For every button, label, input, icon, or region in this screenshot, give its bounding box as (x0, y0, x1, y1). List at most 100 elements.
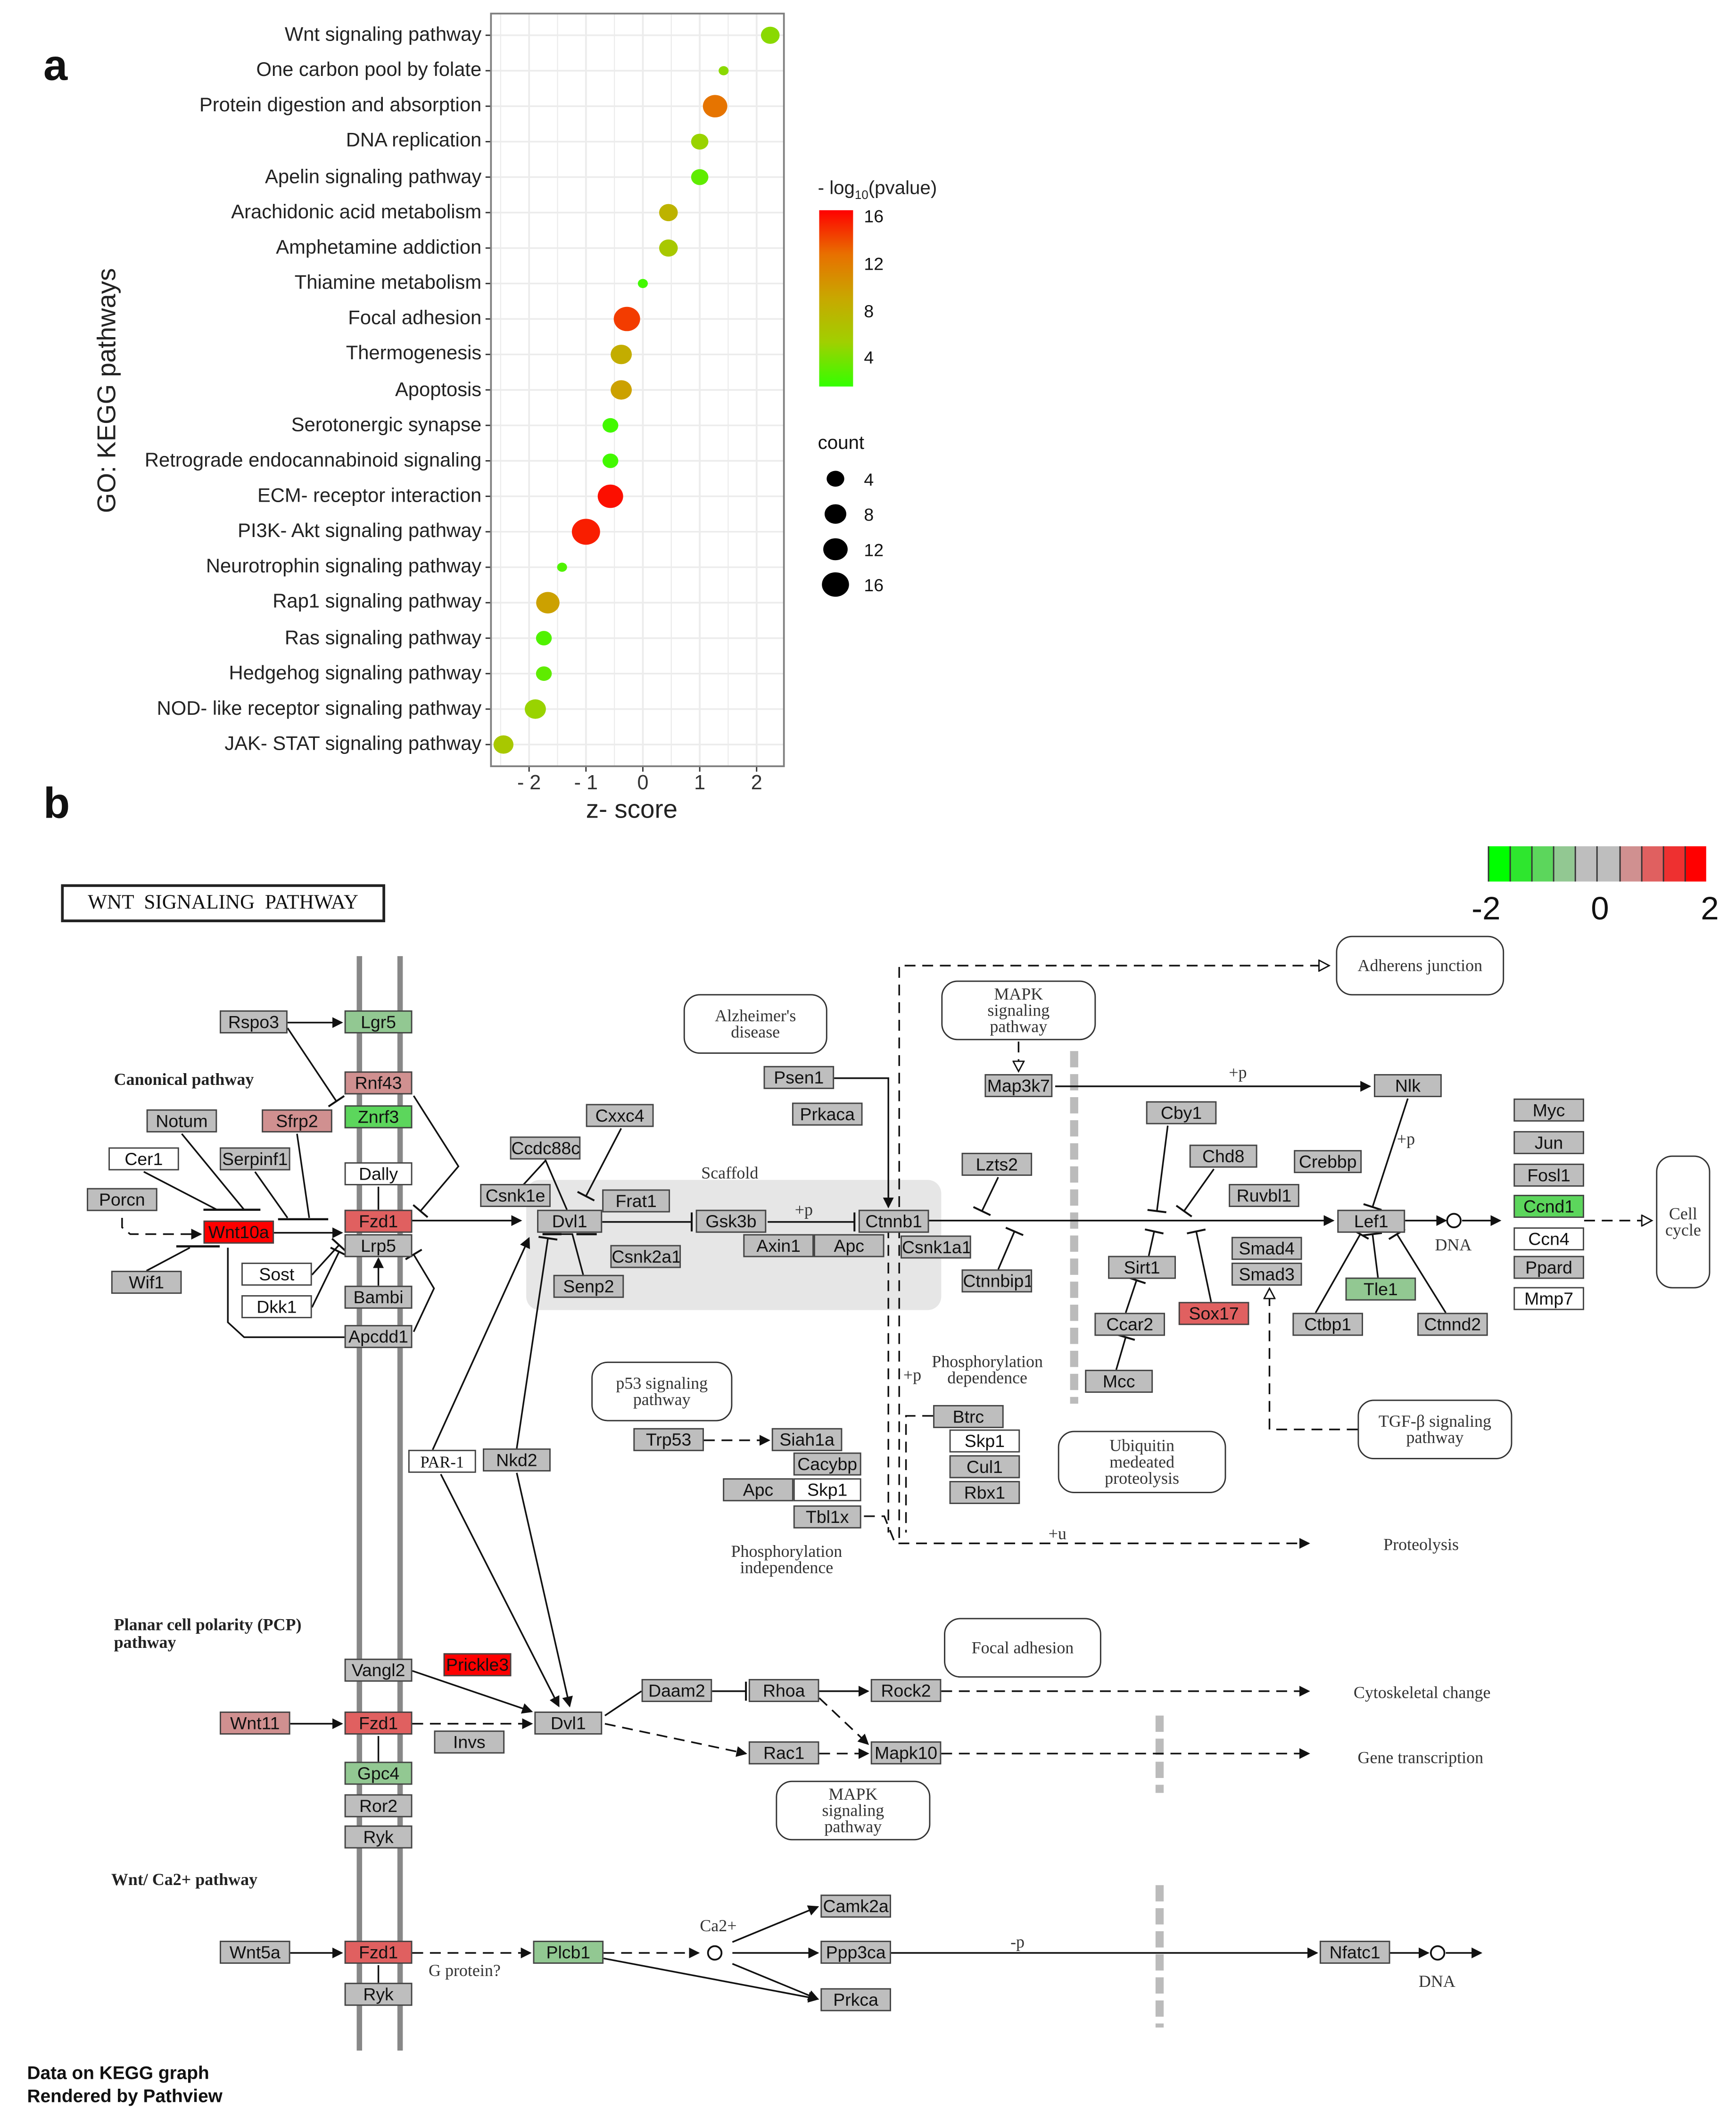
gene-node-dvl1[interactable]: Dvl1 (537, 1209, 603, 1233)
gene-node-prkca[interactable]: Prkca (820, 1988, 891, 2011)
gene-node-ccn4[interactable]: Ccn4 (1513, 1227, 1584, 1251)
gene-node-rac1[interactable]: Rac1 (748, 1741, 819, 1765)
gene-node-cby1[interactable]: Cby1 (1146, 1101, 1217, 1125)
gene-node-lgr5[interactable]: Lgr5 (344, 1010, 413, 1034)
gene-node-map3k7[interactable]: Map3k7 (984, 1074, 1053, 1098)
gene-node-sost[interactable]: Sost (241, 1262, 312, 1286)
gene-node-sfrp2[interactable]: Sfrp2 (262, 1109, 332, 1133)
linked-pathway-tgf-signaling-pathway[interactable]: TGF-β signaling pathway (1357, 1399, 1513, 1460)
gene-node-wnt10a[interactable]: Wnt10a (203, 1220, 274, 1244)
gene-node-cer1[interactable]: Cer1 (108, 1147, 179, 1171)
gene-node-wnt11[interactable]: Wnt11 (220, 1712, 290, 1735)
gene-node-rbx1[interactable]: Rbx1 (949, 1481, 1020, 1504)
gene-node-vangl2[interactable]: Vangl2 (344, 1658, 413, 1682)
gene-node-rspo3[interactable]: Rspo3 (220, 1010, 288, 1034)
gene-node-mapk10[interactable]: Mapk10 (870, 1741, 942, 1765)
gene-node-frat1[interactable]: Frat1 (602, 1189, 670, 1213)
gene-node-gsk3b[interactable]: Gsk3b (695, 1209, 767, 1233)
gene-node-fzd1[interactable]: Fzd1 (344, 1712, 413, 1735)
gene-node-skp1[interactable]: Skp1 (949, 1429, 1020, 1453)
gene-node-senp2[interactable]: Senp2 (553, 1274, 624, 1298)
gene-node-apcdd1[interactable]: Apcdd1 (344, 1325, 413, 1348)
gene-node-jun[interactable]: Jun (1513, 1131, 1584, 1154)
gene-node-cacybp[interactable]: Cacybp (793, 1452, 861, 1476)
gene-node-psen1[interactable]: Psen1 (763, 1066, 835, 1089)
gene-node-ppp3ca[interactable]: Ppp3ca (820, 1941, 891, 1964)
gene-node-cul1[interactable]: Cul1 (949, 1455, 1020, 1479)
gene-node-ror2[interactable]: Ror2 (344, 1794, 413, 1818)
gene-node-lrp5[interactable]: Lrp5 (344, 1234, 413, 1257)
gene-node-fosl1[interactable]: Fosl1 (1513, 1163, 1584, 1187)
linked-pathway-ubiquitin-medeated-proteolysis[interactable]: Ubiquitin medeated proteolysis (1058, 1431, 1226, 1493)
gene-node-ryk[interactable]: Ryk (344, 1825, 413, 1849)
gene-node-plcb1[interactable]: Plcb1 (533, 1941, 604, 1964)
gene-node-rhoa[interactable]: Rhoa (748, 1679, 819, 1702)
linked-pathway-mapk-signaling-pathway[interactable]: MAPK signaling pathway (776, 1780, 931, 1841)
gene-node-prkaca[interactable]: Prkaca (792, 1102, 863, 1126)
gene-node-myc[interactable]: Myc (1513, 1098, 1584, 1122)
gene-node-serpinf1[interactable]: Serpinf1 (220, 1147, 290, 1171)
gene-node-ccnd1[interactable]: Ccnd1 (1513, 1195, 1584, 1218)
gene-node-axin1[interactable]: Axin1 (743, 1234, 814, 1257)
gene-node-ctnnbip1[interactable]: Ctnnbip1 (961, 1269, 1033, 1293)
gene-node-siah1a[interactable]: Siah1a (771, 1428, 843, 1451)
gene-node-lef1[interactable]: Lef1 (1337, 1209, 1405, 1233)
gene-node-fzd1[interactable]: Fzd1 (344, 1941, 413, 1964)
gene-node-par-1[interactable]: PAR-1 (408, 1449, 476, 1473)
gene-node-fzd1[interactable]: Fzd1 (344, 1209, 413, 1233)
gene-node-rock2[interactable]: Rock2 (870, 1679, 942, 1702)
gene-node-smad3[interactable]: Smad3 (1231, 1262, 1302, 1286)
gene-node-crebbp[interactable]: Crebbp (1294, 1150, 1362, 1174)
gene-node-dally[interactable]: Dally (344, 1162, 413, 1185)
gene-node-ryk[interactable]: Ryk (344, 1983, 413, 2006)
gene-node-gpc4[interactable]: Gpc4 (344, 1761, 413, 1785)
gene-node-ccdc88c[interactable]: Ccdc88c (510, 1136, 581, 1160)
linked-pathway-mapk-signaling-pathway[interactable]: MAPK signaling pathway (941, 980, 1096, 1041)
gene-node-trp53[interactable]: Trp53 (633, 1428, 704, 1451)
gene-node-csnk1e[interactable]: Csnk1e (480, 1184, 551, 1207)
gene-node-apc[interactable]: Apc (813, 1234, 885, 1257)
gene-node-sox17[interactable]: Sox17 (1178, 1302, 1249, 1325)
gene-node-nfatc1[interactable]: Nfatc1 (1319, 1941, 1390, 1964)
gene-node-rnf43[interactable]: Rnf43 (344, 1071, 413, 1095)
gene-node-porcn[interactable]: Porcn (87, 1188, 157, 1211)
gene-node-lzts2[interactable]: Lzts2 (961, 1152, 1033, 1176)
gene-node-mmp7[interactable]: Mmp7 (1513, 1287, 1584, 1310)
gene-node-ctnnb1[interactable]: Ctnnb1 (858, 1209, 929, 1233)
gene-node-ctnnd2[interactable]: Ctnnd2 (1417, 1313, 1488, 1336)
gene-node-ccar2[interactable]: Ccar2 (1094, 1313, 1165, 1336)
gene-node-dkk1[interactable]: Dkk1 (241, 1295, 312, 1318)
gene-node-nkd2[interactable]: Nkd2 (483, 1448, 551, 1472)
gene-node-tbl1x[interactable]: Tbl1x (793, 1505, 861, 1529)
gene-node-chd8[interactable]: Chd8 (1189, 1144, 1257, 1168)
gene-node-nlk[interactable]: Nlk (1373, 1074, 1442, 1098)
gene-node-znrf3[interactable]: Znrf3 (344, 1105, 413, 1129)
gene-node-cxxc4[interactable]: Cxxc4 (586, 1104, 654, 1127)
linked-pathway-adherens-junction[interactable]: Adherens junction (1336, 935, 1505, 996)
linked-pathway-cell-cycle[interactable]: Cell cycle (1656, 1155, 1711, 1289)
gene-node-daam2[interactable]: Daam2 (641, 1679, 712, 1702)
gene-node-bambi[interactable]: Bambi (344, 1285, 413, 1309)
gene-node-tle1[interactable]: Tle1 (1345, 1277, 1416, 1301)
gene-node-ppard[interactable]: Ppard (1513, 1256, 1584, 1279)
gene-node-smad4[interactable]: Smad4 (1231, 1237, 1302, 1260)
gene-node-prickle3[interactable]: Prickle3 (443, 1653, 512, 1677)
linked-pathway-focal-adhesion[interactable]: Focal adhesion (944, 1618, 1101, 1678)
gene-node-ruvbl1[interactable]: Ruvbl1 (1229, 1184, 1299, 1207)
gene-node-csnk2a1[interactable]: Csnk2a1 (610, 1245, 681, 1268)
gene-node-wnt5a[interactable]: Wnt5a (220, 1941, 290, 1964)
gene-node-btrc[interactable]: Btrc (933, 1405, 1004, 1428)
gene-node-csnk1a1[interactable]: Csnk1a1 (901, 1235, 971, 1259)
gene-node-skp1[interactable]: Skp1 (793, 1478, 861, 1502)
gene-node-notum[interactable]: Notum (146, 1109, 217, 1133)
linked-pathway-alzheimer-s-disease[interactable]: Alzheimer's disease (683, 994, 827, 1054)
gene-node-camk2a[interactable]: Camk2a (820, 1894, 891, 1918)
gene-node-sirt1[interactable]: Sirt1 (1108, 1256, 1176, 1279)
gene-node-wif1[interactable]: Wif1 (111, 1271, 182, 1294)
gene-node-ctbp1[interactable]: Ctbp1 (1292, 1313, 1363, 1336)
gene-node-apc[interactable]: Apc (723, 1478, 794, 1502)
gene-node-invs[interactable]: Invs (434, 1730, 505, 1754)
gene-node-dvl1[interactable]: Dvl1 (534, 1712, 603, 1735)
linked-pathway-p53-signaling-pathway[interactable]: p53 signaling pathway (591, 1361, 733, 1422)
gene-node-mcc[interactable]: Mcc (1085, 1370, 1153, 1393)
